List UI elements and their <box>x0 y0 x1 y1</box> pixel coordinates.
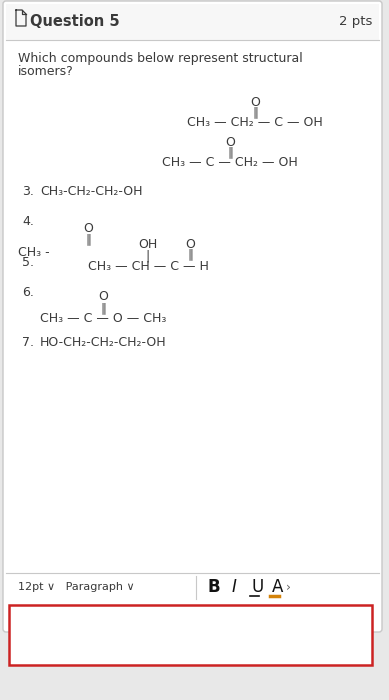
Text: |: | <box>146 249 150 262</box>
Text: O: O <box>98 290 108 304</box>
Text: O: O <box>250 95 260 108</box>
Text: Which compounds below represent structural: Which compounds below represent structur… <box>18 52 303 65</box>
Text: Question 5: Question 5 <box>30 15 120 29</box>
Text: A: A <box>272 578 283 596</box>
Text: ∥: ∥ <box>227 146 233 158</box>
Text: 6.: 6. <box>22 286 34 299</box>
Text: O: O <box>185 239 195 251</box>
Bar <box>6 4 379 40</box>
Text: B: B <box>208 578 221 596</box>
Text: 3.: 3. <box>22 185 34 198</box>
Text: CH₃ — C — CH₂ — OH: CH₃ — C — CH₂ — OH <box>162 157 298 169</box>
Text: 4.: 4. <box>22 215 34 228</box>
Text: CH₃-CH₂-CH₂-OH: CH₃-CH₂-CH₂-OH <box>40 185 142 198</box>
Text: ∥: ∥ <box>252 106 258 118</box>
Text: OH: OH <box>138 239 158 251</box>
Text: 12pt ∨   Paragraph ∨: 12pt ∨ Paragraph ∨ <box>18 582 135 592</box>
Text: 7.: 7. <box>22 336 34 349</box>
Text: 2 pts: 2 pts <box>339 15 372 29</box>
Text: ›: › <box>286 580 291 594</box>
Text: isomers?: isomers? <box>18 65 74 78</box>
Text: O: O <box>83 221 93 234</box>
Text: CH₃ — C — O — CH₃: CH₃ — C — O — CH₃ <box>40 312 166 326</box>
Text: 5.: 5. <box>22 256 34 269</box>
Text: ∥: ∥ <box>85 232 91 246</box>
FancyBboxPatch shape <box>3 1 382 632</box>
Text: ∥: ∥ <box>187 248 193 260</box>
Text: HO-CH₂-CH₂-CH₂-OH: HO-CH₂-CH₂-CH₂-OH <box>40 336 166 349</box>
Text: U: U <box>252 578 264 596</box>
Text: CH₃ — CH₂ — C — OH: CH₃ — CH₂ — C — OH <box>187 116 323 130</box>
Text: O: O <box>225 136 235 148</box>
Text: I: I <box>232 578 237 596</box>
Text: CH₃ -: CH₃ - <box>18 246 50 258</box>
Text: CH₃ — CH — C — H: CH₃ — CH — C — H <box>88 260 209 274</box>
Text: ∥: ∥ <box>100 302 106 314</box>
Bar <box>9 605 372 665</box>
